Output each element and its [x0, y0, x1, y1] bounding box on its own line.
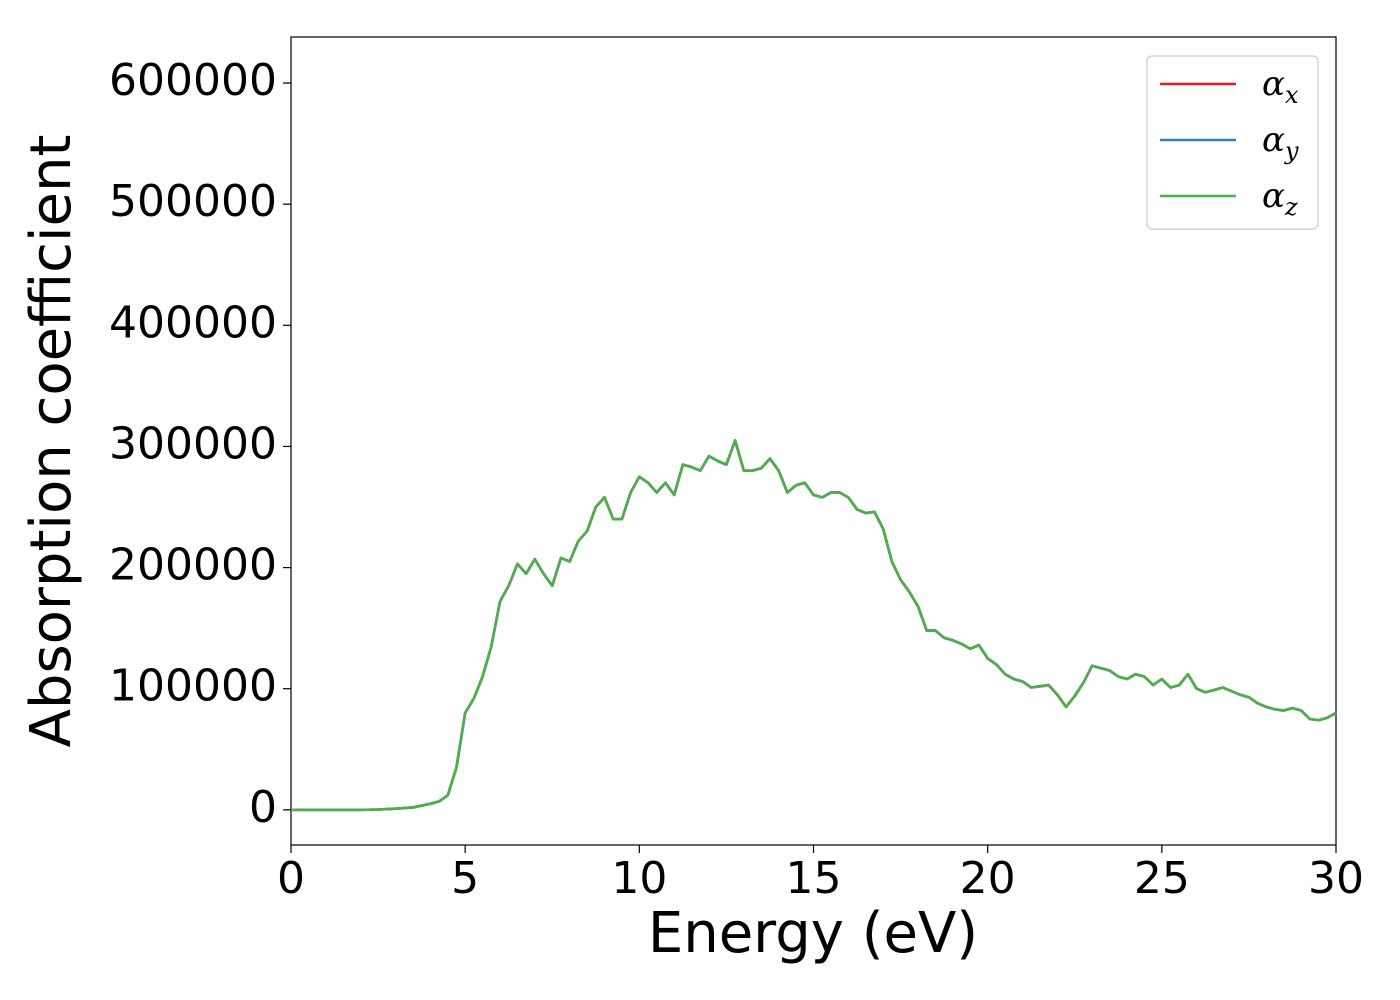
- legend-box: [1146, 55, 1319, 230]
- legend-label: αz: [1262, 176, 1298, 221]
- y-axis-label: Absorption coefficient: [19, 135, 84, 748]
- x-tick-label: 25: [1134, 853, 1190, 904]
- y-tick-label: 100000: [109, 661, 277, 712]
- x-tick-label: 15: [786, 853, 842, 904]
- y-tick-label: 600000: [109, 55, 277, 106]
- legend-label: αy: [1262, 120, 1299, 165]
- y-tick-label: 500000: [109, 176, 277, 227]
- series-line: [291, 439, 1337, 812]
- x-tick-label: 20: [960, 853, 1016, 904]
- x-tick-label: 5: [451, 853, 479, 904]
- legend-label: αx: [1262, 64, 1299, 109]
- y-tick-label: 400000: [109, 297, 277, 348]
- y-tick-label: 0: [249, 782, 277, 833]
- y-tick-label: 200000: [109, 540, 277, 591]
- x-tick-label: 0: [277, 853, 305, 904]
- x-axis-label: Energy (eV): [648, 901, 978, 966]
- y-tick-label: 300000: [109, 418, 277, 469]
- x-tick-label: 30: [1308, 853, 1364, 904]
- x-tick-label: 10: [611, 853, 667, 904]
